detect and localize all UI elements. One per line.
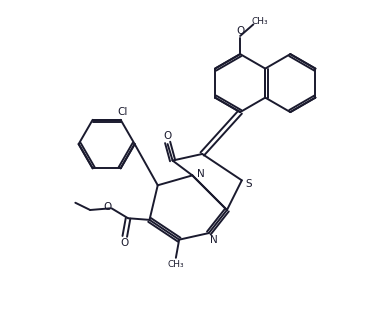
Text: O: O	[163, 131, 172, 141]
Text: S: S	[246, 179, 252, 189]
Text: N: N	[197, 169, 204, 179]
Text: CH₃: CH₃	[168, 260, 184, 269]
Text: O: O	[103, 202, 111, 212]
Text: CH₃: CH₃	[251, 17, 268, 25]
Text: Cl: Cl	[117, 107, 128, 117]
Text: O: O	[121, 238, 129, 248]
Text: O: O	[236, 26, 244, 36]
Text: N: N	[210, 235, 218, 245]
